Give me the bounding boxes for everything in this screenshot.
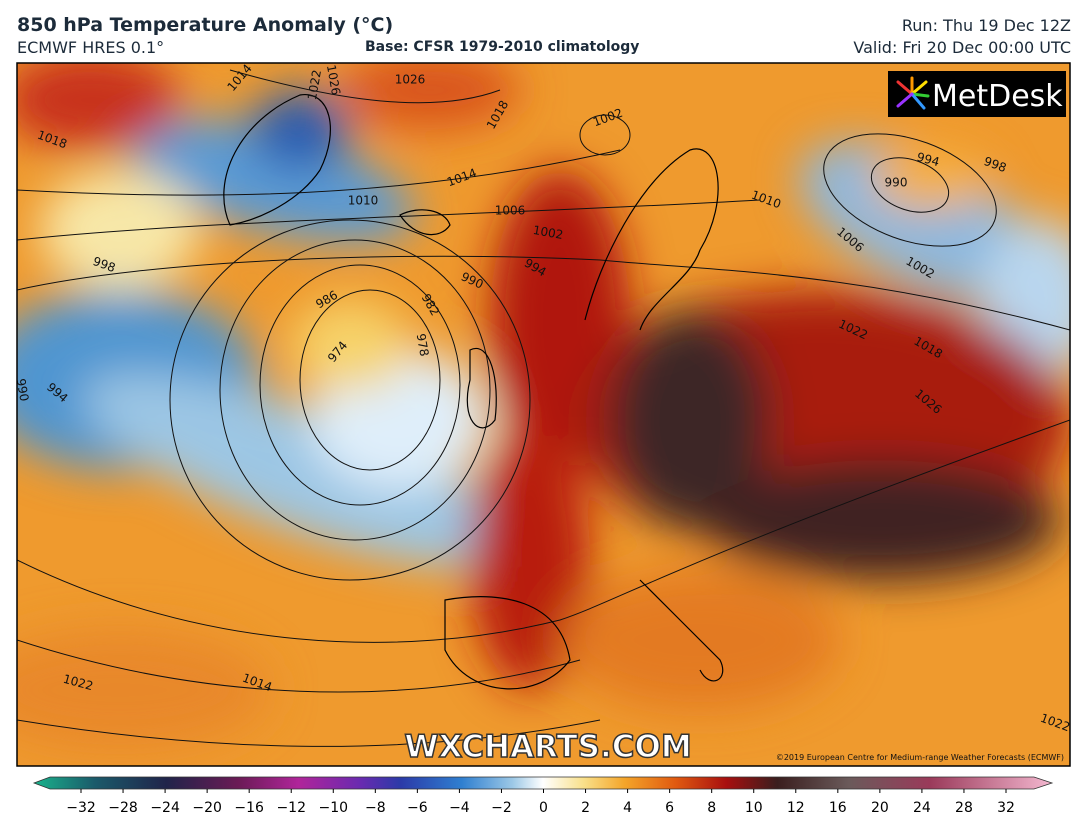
colorbar-tick-label: −20 (192, 800, 222, 816)
isobar-label: 1010 (348, 194, 379, 208)
colorbar-tick-label: −24 (150, 800, 180, 816)
isobars (17, 69, 1070, 747)
run: Run: Thu 19 Dec 12Z (901, 16, 1071, 35)
colorbar-tick-label: 6 (665, 800, 674, 816)
isobar-label: 1002 (532, 223, 565, 242)
map-frame (16, 62, 1071, 767)
colorbar-tick-label: 24 (913, 800, 931, 816)
colorbar-tick-label: −8 (365, 800, 386, 816)
colorbar-tick-label: −6 (407, 800, 428, 816)
colorbar-tick-label: 4 (623, 800, 632, 816)
colorbar-tick-label: −28 (108, 800, 138, 816)
colorbar-tick-label: 28 (955, 800, 973, 816)
logo-icon (896, 76, 930, 110)
colorbar (32, 776, 1054, 790)
isobar-label: 990 (14, 377, 32, 402)
base: Base: CFSR 1979-2010 climatology (365, 39, 640, 55)
isobar-label: 994 (915, 150, 941, 169)
isobar-label: 990 (885, 176, 908, 190)
logo: MetDesk (932, 79, 1063, 114)
isobar-label: 1006 (495, 204, 526, 218)
colorbar-tick-label: 16 (829, 800, 847, 816)
title: 850 hPa Temperature Anomaly (°C) (17, 14, 394, 36)
colorbar-ticks: −32 −28 −24 −20 −16 −12 −10 −8 −6 −4 −2 0 2 4 6 8 10 12 16… (66, 789, 1015, 816)
colorbar-tick-label: −10 (318, 800, 348, 816)
valid: Valid: Fri 20 Dec 00:00 UTC (853, 38, 1071, 57)
coastlines (223, 94, 724, 690)
watermark: WXCHARTS.COM (404, 729, 691, 765)
colorbar-tick-label: 10 (745, 800, 763, 816)
colorbar-tick-label: −2 (491, 800, 512, 816)
colorbar-tick-label: −4 (449, 800, 470, 816)
copyright: ©2019 European Centre for Medium-range W… (776, 753, 1064, 762)
colorbar-tick-label: 8 (707, 800, 716, 816)
colorbar-tick-label: −16 (234, 800, 264, 816)
colorbar-tick-label: 12 (787, 800, 805, 816)
model: ECMWF HRES 0.1° (17, 38, 165, 57)
colorbar-tick-label: 0 (539, 800, 548, 816)
isobar-label: 1022 (305, 69, 324, 102)
colorbar-tick-label: −12 (276, 800, 306, 816)
colorbar-tick-label: 20 (871, 800, 889, 816)
isobar-label: 1026 (324, 64, 343, 97)
isobar-label: 978 (414, 332, 432, 357)
colorbar-tick-label: 2 (581, 800, 590, 816)
colorbar-tick-label: −32 (66, 800, 96, 816)
isobar-label: 1026 (395, 73, 426, 87)
colorbar-tick-label: 32 (997, 800, 1015, 816)
